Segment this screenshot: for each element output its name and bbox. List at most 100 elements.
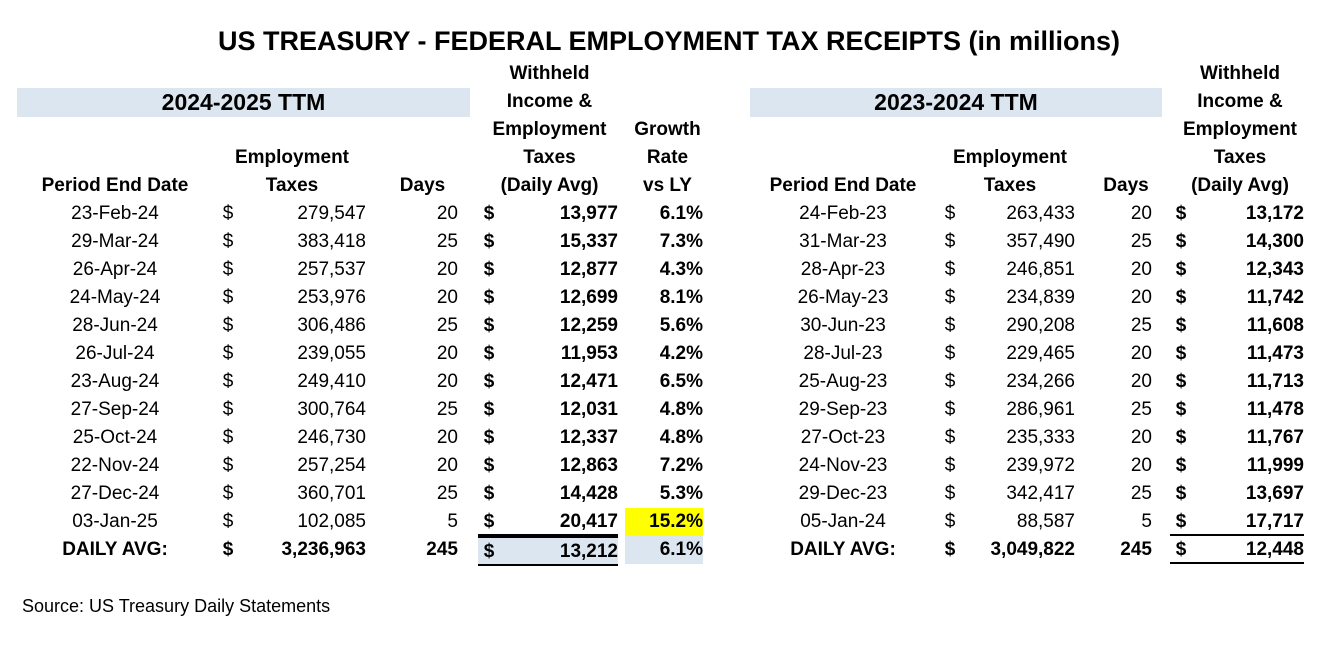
right-avg-cell: 17,717 — [1192, 508, 1304, 536]
table-row: 28-Jun-24 $306,486 25 $12,259 5.6% 30-Jun-23 $… — [0, 312, 1338, 340]
right-dcur-cell: $ — [1175, 427, 1187, 448]
right-days-cell: 20 — [1130, 455, 1152, 476]
left-growth-cell: 6.1% — [659, 203, 703, 224]
left-days-cell: 20 — [436, 259, 458, 280]
right-date-cell: 27-Oct-23 — [800, 427, 886, 448]
right-date-header: Period End Date — [769, 175, 917, 196]
right-avg-cell: 11,478 — [1246, 399, 1304, 420]
left-dcur-cell: $ — [483, 399, 495, 420]
left-avg-cell: 12,471 — [559, 371, 618, 392]
right-emp-cell: 357,490 — [1006, 231, 1075, 252]
left-growth-cell: 4.2% — [659, 343, 703, 364]
left-dcur-cell: $ — [483, 259, 495, 280]
left-dcur-cell: $ — [483, 287, 495, 308]
right-date-cell: 30-Jun-23 — [800, 315, 886, 336]
right-days-cell: 20 — [1130, 203, 1152, 224]
right-cur-cell: $ — [944, 511, 956, 532]
left-growth-header: Growth Rate vs LY — [634, 119, 701, 196]
left-avg-cell: 12,259 — [559, 315, 618, 336]
right-emp-cell: 234,266 — [1006, 371, 1075, 392]
left-emp-cell: 249,410 — [297, 371, 366, 392]
left-growth-cell: 7.3% — [659, 231, 703, 252]
left-emp-cell: 360,701 — [297, 483, 366, 504]
left-growth-cell: 6.1% — [625, 536, 703, 564]
right-cur-cell: $ — [944, 231, 956, 252]
left-emp-cell: 257,254 — [297, 455, 366, 476]
right-avg-cell: 11,473 — [1246, 343, 1304, 364]
right-days-cell: 25 — [1130, 399, 1152, 420]
right-days-cell: 20 — [1130, 287, 1152, 308]
right-avg-cell: 11,742 — [1246, 287, 1304, 308]
left-days-cell: 20 — [436, 287, 458, 308]
right-dcur-cell: $ — [1170, 508, 1192, 536]
left-employment-header: Employment Taxes — [234, 147, 350, 196]
left-days-cell: 20 — [436, 343, 458, 364]
left-days-cell: 20 — [436, 371, 458, 392]
right-employment-header: Employment Taxes — [952, 147, 1068, 196]
left-cur-cell: $ — [222, 231, 234, 252]
left-growth-cell: 15.2% — [625, 508, 703, 536]
right-days-cell: 245 — [1120, 539, 1152, 560]
left-dcur-cell: $ — [483, 203, 495, 224]
right-days-header: Days — [1103, 175, 1149, 196]
table-row: 22-Nov-24 $257,254 20 $12,863 7.2% 24-Nov-23 $… — [0, 452, 1338, 480]
left-days-cell: 245 — [426, 539, 458, 560]
right-emp-cell: 263,433 — [1006, 203, 1075, 224]
right-date-cell: 28-Jul-23 — [803, 343, 883, 364]
right-days-cell: 25 — [1130, 231, 1152, 252]
left-dcur-cell: $ — [478, 536, 500, 566]
table-row: 24-May-24 $253,976 20 $12,699 8.1% 26-May-23 $… — [0, 284, 1338, 312]
right-days-cell: 20 — [1130, 371, 1152, 392]
right-days-cell: 20 — [1130, 427, 1152, 448]
right-dcur-cell: $ — [1175, 455, 1187, 476]
left-date-cell: 22-Nov-24 — [70, 455, 160, 476]
left-date-cell: 29-Mar-24 — [71, 231, 159, 252]
left-growth-cell: 5.6% — [659, 315, 703, 336]
left-avg-cell: 15,337 — [559, 231, 618, 252]
left-date-cell: 26-Apr-24 — [72, 259, 158, 280]
left-avg-cell: 13,977 — [559, 203, 618, 224]
left-days-cell: 25 — [436, 483, 458, 504]
source-note: Source: US Treasury Daily Statements — [22, 596, 331, 616]
left-avg-cell: 12,337 — [559, 427, 618, 448]
right-cur-cell: $ — [944, 399, 956, 420]
right-date-cell: 31-Mar-23 — [799, 231, 887, 252]
right-days-cell: 25 — [1130, 483, 1152, 504]
right-avg-cell: 13,697 — [1245, 483, 1304, 504]
table-row: 29-Mar-24 $383,418 25 $15,337 7.3% 31-Mar-23 $… — [0, 228, 1338, 256]
right-cur-cell: $ — [944, 483, 956, 504]
right-dcur-cell: $ — [1170, 536, 1192, 564]
left-dcur-cell: $ — [483, 455, 495, 476]
right-emp-cell: 239,972 — [1006, 455, 1075, 476]
right-days-cell: 25 — [1130, 315, 1152, 336]
left-emp-cell: 246,730 — [297, 427, 366, 448]
right-emp-cell: 3,049,822 — [990, 539, 1075, 560]
right-emp-cell: 246,851 — [1006, 259, 1075, 280]
left-avg-cell: 12,699 — [559, 287, 618, 308]
right-date-cell: 29-Sep-23 — [798, 399, 888, 420]
left-days-header: Days — [399, 175, 446, 196]
left-growth-cell: 8.1% — [659, 287, 703, 308]
right-date-cell: 29-Dec-23 — [798, 483, 888, 504]
left-total-label-cell: DAILY AVG: — [62, 539, 168, 560]
right-withheld-header: Withheld Income & Employment Taxes (Daily Av… — [1182, 63, 1298, 196]
left-avg-cell: 20,417 — [500, 508, 618, 536]
right-cur-cell: $ — [944, 343, 956, 364]
right-avg-cell: 11,608 — [1246, 315, 1304, 336]
right-dcur-cell: $ — [1175, 399, 1187, 420]
right-emp-cell: 290,208 — [1006, 315, 1075, 336]
right-cur-cell: $ — [944, 203, 956, 224]
right-avg-cell: 11,999 — [1246, 455, 1304, 476]
left-days-cell: 5 — [447, 511, 458, 532]
right-days-cell: 5 — [1141, 511, 1152, 532]
right-total-label-cell: DAILY AVG: — [790, 539, 896, 560]
table-row: 26-Jul-24 $239,055 20 $11,953 4.2% 28-Jul-23 $… — [0, 340, 1338, 368]
right-cur-cell: $ — [944, 539, 956, 560]
left-avg-cell: 13,212 — [500, 536, 618, 566]
right-emp-cell: 88,587 — [1016, 511, 1075, 532]
right-avg-cell: 12,343 — [1245, 259, 1304, 280]
left-avg-cell: 12,031 — [559, 399, 618, 420]
right-dcur-cell: $ — [1175, 259, 1187, 280]
left-period-band: 2024-2025 TTM — [17, 88, 470, 117]
left-dcur-cell: $ — [483, 483, 495, 504]
